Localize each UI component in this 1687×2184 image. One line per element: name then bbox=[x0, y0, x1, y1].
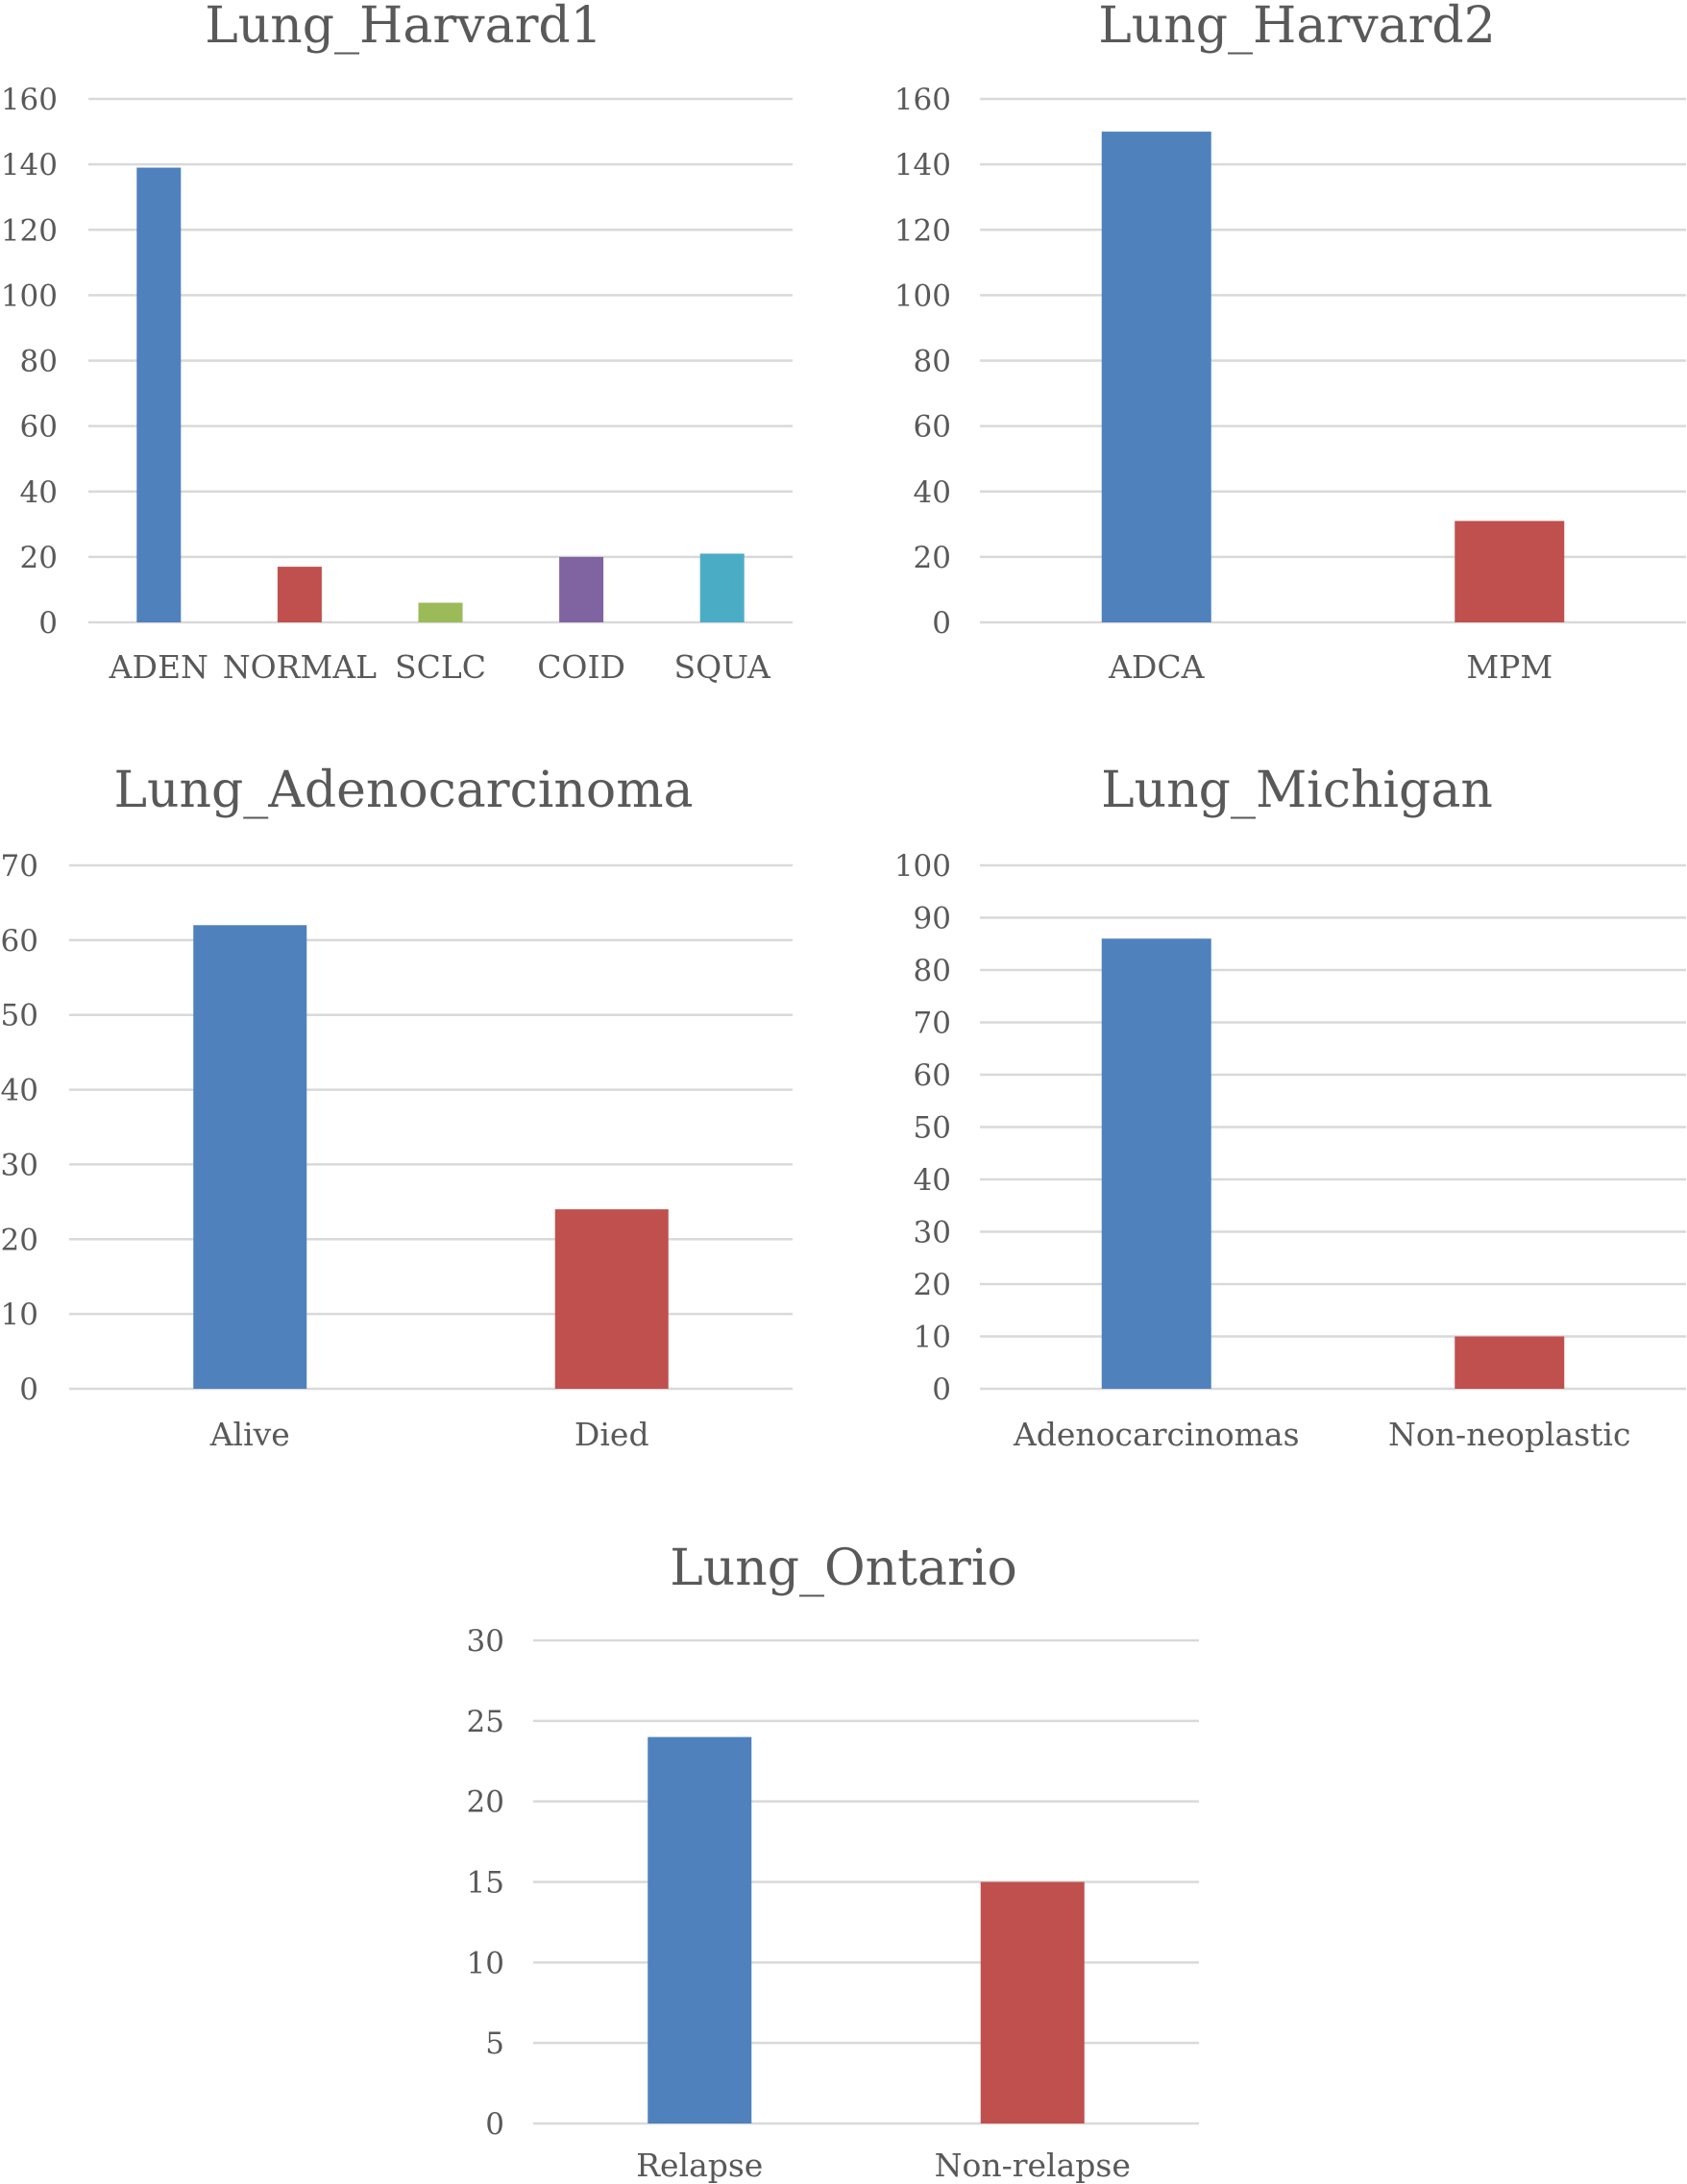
y-tick-label: 80 bbox=[914, 345, 951, 379]
y-tick-label: 25 bbox=[467, 1705, 504, 1739]
x-tick-label: SCLC bbox=[395, 648, 486, 686]
chart-panel-0: Lung_Harvard1 0 20 40 60 80 100 120 140 160 ADEN NO… bbox=[1, 0, 793, 686]
y-tick-label: 80 bbox=[20, 345, 58, 379]
y-tick-label: 70 bbox=[1, 849, 38, 884]
y-tick-label: 40 bbox=[20, 475, 58, 510]
chart-title: Lung_Ontario bbox=[670, 1540, 1017, 1597]
x-tick-label: ADCA bbox=[1108, 648, 1206, 686]
y-tick-label: 20 bbox=[20, 541, 58, 575]
chart-panel-2: Lung_Adenocarcinoma 0 10 20 30 40 50 60 70 Alive D… bbox=[1, 762, 793, 1453]
x-tick-label: Relapse bbox=[636, 2147, 763, 2184]
x-tick-label: Died bbox=[575, 1416, 649, 1453]
bar-non-neoplastic bbox=[1455, 1336, 1565, 1389]
y-tick-label: 40 bbox=[1, 1074, 38, 1108]
chart-panel-3: Lung_Michigan 0 10 20 30 40 50 60 70 80 90 100 Adeno… bbox=[894, 762, 1686, 1453]
y-tick-label: 160 bbox=[894, 83, 951, 117]
y-tick-label: 20 bbox=[914, 541, 951, 575]
bar-sclc bbox=[418, 602, 463, 622]
y-tick-label: 0 bbox=[19, 1372, 38, 1407]
bar-mpm bbox=[1455, 521, 1565, 622]
y-tick-label: 140 bbox=[1, 148, 58, 182]
bar-normal bbox=[277, 567, 322, 622]
y-tick-label: 100 bbox=[1, 279, 58, 313]
y-tick-label: 40 bbox=[914, 1163, 951, 1198]
y-tick-label: 100 bbox=[894, 849, 951, 884]
y-tick-label: 30 bbox=[1, 1148, 38, 1182]
y-tick-label: 60 bbox=[20, 410, 58, 445]
y-tick-label: 80 bbox=[914, 954, 951, 988]
bar-relapse bbox=[648, 1736, 752, 2123]
chart-title: Lung_Harvard2 bbox=[1098, 0, 1496, 55]
y-tick-label: 120 bbox=[1, 213, 58, 248]
y-tick-label: 0 bbox=[38, 606, 58, 641]
y-tick-label: 20 bbox=[467, 1785, 504, 1820]
y-tick-label: 60 bbox=[914, 410, 951, 445]
y-tick-label: 40 bbox=[914, 475, 951, 510]
y-tick-label: 20 bbox=[1, 1223, 38, 1257]
bar-aden bbox=[136, 167, 182, 622]
x-tick-label: Non-relapse bbox=[935, 2147, 1131, 2184]
y-tick-label: 120 bbox=[894, 213, 951, 248]
y-tick-label: 100 bbox=[894, 279, 951, 313]
bar-died bbox=[554, 1209, 669, 1389]
x-tick-label: SQUA bbox=[674, 648, 771, 686]
y-tick-label: 60 bbox=[1, 924, 38, 959]
bar-adca bbox=[1101, 132, 1211, 622]
bar-alive bbox=[193, 925, 307, 1389]
y-tick-label: 20 bbox=[914, 1268, 951, 1302]
y-tick-label: 140 bbox=[894, 148, 951, 182]
chart-panel-4: Lung_Ontario 0 5 10 15 20 25 30 Relapse Non-relap… bbox=[467, 1540, 1199, 2184]
y-tick-label: 0 bbox=[485, 2107, 504, 2142]
y-tick-label: 15 bbox=[467, 1866, 504, 1901]
x-tick-label: Adenocarcinomas bbox=[1013, 1416, 1300, 1453]
y-tick-label: 0 bbox=[932, 1372, 951, 1407]
y-tick-label: 60 bbox=[914, 1058, 951, 1093]
bar-coid bbox=[559, 556, 604, 622]
y-tick-label: 90 bbox=[914, 902, 951, 936]
bar-squa bbox=[699, 553, 745, 622]
y-tick-label: 10 bbox=[914, 1321, 951, 1355]
chart-title: Lung_Harvard1 bbox=[205, 0, 602, 55]
y-tick-label: 30 bbox=[914, 1216, 951, 1250]
y-tick-label: 10 bbox=[467, 1946, 504, 1980]
x-tick-label: Non-neoplastic bbox=[1388, 1416, 1630, 1453]
y-tick-label: 5 bbox=[485, 2026, 504, 2061]
x-tick-label: NORMAL bbox=[223, 648, 377, 686]
x-tick-label: MPM bbox=[1466, 648, 1553, 686]
y-tick-label: 30 bbox=[467, 1624, 504, 1659]
chart-panel-1: Lung_Harvard2 0 20 40 60 80 100 120 140 160 ADCA MP… bbox=[894, 0, 1686, 686]
x-tick-label: COID bbox=[537, 648, 625, 686]
y-tick-label: 160 bbox=[1, 83, 58, 117]
x-tick-label: ADEN bbox=[109, 648, 208, 686]
y-tick-label: 50 bbox=[914, 1111, 951, 1146]
bar-non-relapse bbox=[980, 1881, 1085, 2123]
y-tick-label: 10 bbox=[1, 1298, 38, 1332]
x-tick-label: Alive bbox=[209, 1416, 290, 1453]
chart-title: Lung_Adenocarcinoma bbox=[113, 762, 693, 819]
chart-title: Lung_Michigan bbox=[1101, 762, 1493, 819]
y-tick-label: 0 bbox=[932, 606, 951, 641]
bar-adenocarcinomas bbox=[1101, 938, 1211, 1389]
y-tick-label: 50 bbox=[1, 999, 38, 1033]
y-tick-label: 70 bbox=[914, 1007, 951, 1041]
